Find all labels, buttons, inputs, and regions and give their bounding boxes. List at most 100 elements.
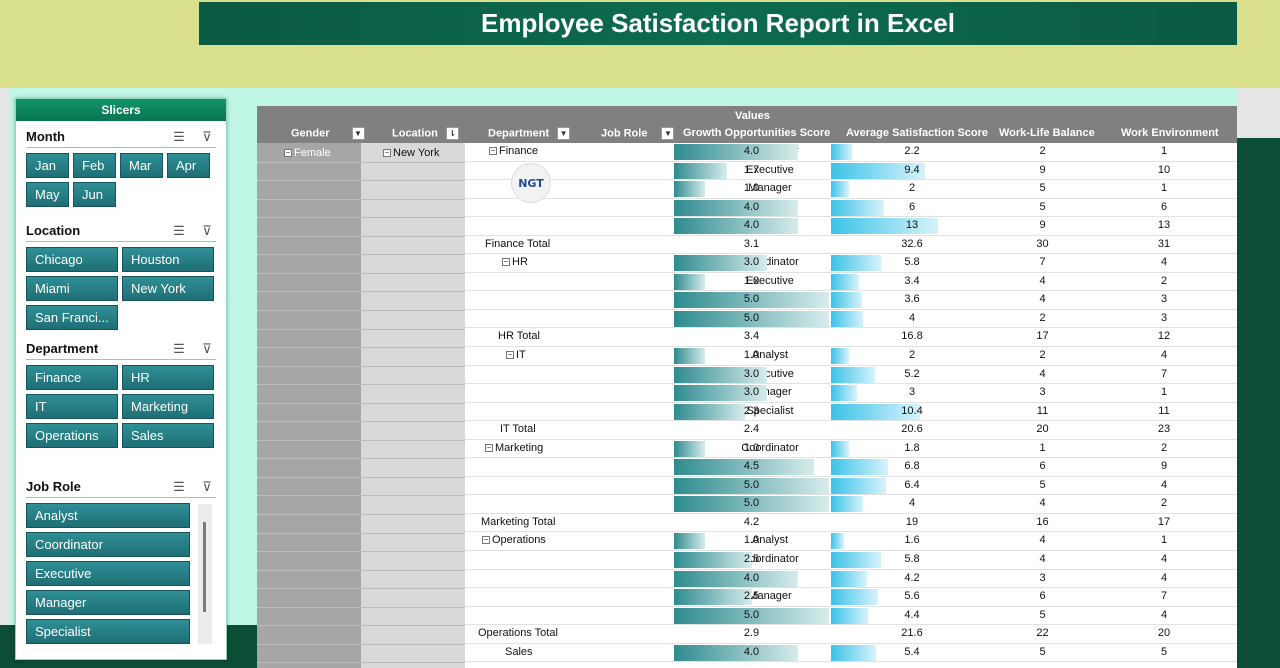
department-button-sales[interactable]: Sales: [122, 423, 214, 448]
environment-value[interactable]: 2: [1160, 274, 1168, 287]
satisfaction-value[interactable]: 21.6: [901, 627, 923, 640]
growth-value[interactable]: 3.0: [743, 367, 760, 380]
satisfaction-value[interactable]: 3.4: [904, 274, 920, 287]
month-button-jun[interactable]: Jun: [73, 182, 116, 207]
satisfaction-value[interactable]: 16.8: [901, 330, 923, 343]
environment-value[interactable]: 7: [1160, 590, 1168, 603]
gender-filter-dropdown[interactable]: ▼: [351, 127, 365, 140]
growth-value[interactable]: 4.0: [743, 200, 760, 213]
multi-select-icon[interactable]: ☰: [173, 340, 185, 356]
environment-value[interactable]: 4: [1160, 571, 1168, 584]
growth-value[interactable]: 4.0: [743, 219, 760, 232]
environment-value[interactable]: 2: [1160, 441, 1168, 454]
job-role-button-specialist[interactable]: Specialist: [26, 619, 190, 644]
satisfaction-value[interactable]: 3.6: [904, 293, 920, 306]
growth-value[interactable]: 2.5: [743, 553, 760, 566]
department-cell[interactable]: − IT: [506, 349, 526, 361]
department-cell[interactable]: − HR: [502, 256, 528, 268]
satisfaction-value[interactable]: 4: [908, 497, 916, 510]
satisfaction-value[interactable]: 13: [905, 219, 919, 232]
satisfaction-value[interactable]: 6: [908, 200, 916, 213]
environment-value[interactable]: 1: [1160, 145, 1168, 157]
work-life-value[interactable]: 5: [1039, 645, 1046, 658]
environment-value[interactable]: 4: [1160, 478, 1168, 491]
job-role-scrollbar[interactable]: [198, 504, 212, 644]
growth-value[interactable]: 2.3: [743, 404, 760, 417]
satisfaction-value[interactable]: 19: [905, 515, 919, 528]
growth-value[interactable]: 4.0: [743, 571, 760, 584]
growth-value[interactable]: 5.0: [743, 293, 760, 306]
growth-value[interactable]: 5.0: [743, 608, 760, 621]
growth-value[interactable]: 1.0: [743, 441, 760, 454]
environment-value[interactable]: 10: [1157, 163, 1171, 176]
growth-value[interactable]: 1.0: [743, 182, 760, 195]
environment-value[interactable]: 2: [1160, 497, 1168, 510]
department-cell[interactable]: − Finance: [489, 145, 538, 157]
clear-filter-icon[interactable]: ⊽: [202, 340, 212, 356]
multi-select-icon[interactable]: ☰: [173, 478, 185, 494]
work-life-value[interactable]: 17: [1036, 330, 1049, 343]
satisfaction-value[interactable]: 3: [908, 386, 916, 399]
environment-value[interactable]: 1: [1160, 182, 1168, 195]
satisfaction-value[interactable]: 2: [908, 182, 916, 195]
clear-filter-icon[interactable]: ⊽: [202, 222, 212, 238]
work-life-value[interactable]: 22: [1036, 627, 1049, 640]
work-life-value[interactable]: 3: [1039, 571, 1046, 584]
work-life-value[interactable]: 4: [1039, 293, 1046, 306]
growth-value[interactable]: 3.0: [743, 256, 760, 269]
location-cell[interactable]: − New York: [383, 147, 439, 159]
multi-select-icon[interactable]: ☰: [173, 128, 185, 144]
growth-value[interactable]: 4.0: [743, 645, 760, 658]
environment-value[interactable]: 3: [1160, 311, 1168, 324]
growth-value[interactable]: 1.0: [743, 534, 760, 547]
department-button-hr[interactable]: HR: [122, 365, 214, 390]
satisfaction-value[interactable]: 10.4: [901, 404, 923, 417]
month-button-apr[interactable]: Apr: [167, 153, 210, 178]
location-filter-dropdown[interactable]: ⇂: [445, 127, 459, 140]
department-cell[interactable]: − Operations: [482, 534, 546, 546]
environment-value[interactable]: 13: [1157, 219, 1171, 232]
work-life-value[interactable]: 4: [1039, 553, 1046, 566]
growth-value[interactable]: 2.4: [743, 423, 760, 436]
work-life-value[interactable]: 5: [1039, 200, 1046, 213]
environment-value[interactable]: 6: [1160, 200, 1168, 213]
satisfaction-value[interactable]: 1.6: [904, 534, 920, 547]
work-life-value[interactable]: 5: [1039, 182, 1046, 195]
work-life-value[interactable]: 7: [1039, 256, 1046, 269]
location-button-houston[interactable]: Houston: [122, 247, 214, 272]
department-cell[interactable]: − Marketing: [485, 442, 543, 454]
satisfaction-value[interactable]: 2.2: [904, 145, 920, 157]
growth-value[interactable]: 4.5: [743, 460, 760, 473]
work-life-value[interactable]: 3: [1039, 386, 1046, 399]
satisfaction-value[interactable]: 1.8: [904, 441, 920, 454]
department-button-it[interactable]: IT: [26, 394, 118, 419]
environment-value[interactable]: 4: [1160, 553, 1168, 566]
gender-cell[interactable]: − Female: [284, 147, 331, 159]
satisfaction-value[interactable]: 6.8: [904, 460, 920, 473]
work-life-value[interactable]: 5: [1039, 608, 1046, 621]
work-life-value[interactable]: 9: [1039, 219, 1046, 232]
job-role-cell[interactable]: Coordinator: [741, 553, 799, 566]
department-cell[interactable]: Operations Total: [478, 627, 558, 639]
department-filter-dropdown[interactable]: ▼: [557, 127, 571, 140]
satisfaction-value[interactable]: 20.6: [901, 423, 923, 436]
growth-value[interactable]: 2.9: [743, 627, 760, 640]
satisfaction-value[interactable]: 4.4: [904, 608, 920, 621]
collapse-icon[interactable]: −: [489, 146, 497, 155]
work-life-value[interactable]: 6: [1039, 590, 1046, 603]
growth-value[interactable]: 1.7: [743, 163, 760, 176]
department-cell[interactable]: Sales: [505, 646, 533, 658]
job-role-filter-dropdown[interactable]: ▼: [661, 127, 675, 140]
environment-value[interactable]: 1: [1160, 386, 1168, 399]
work-life-value[interactable]: 5: [1039, 478, 1046, 491]
collapse-icon[interactable]: −: [284, 148, 292, 157]
work-life-value[interactable]: 2: [1039, 311, 1046, 324]
job-role-button-analyst[interactable]: Analyst: [26, 503, 190, 528]
job-role-cell[interactable]: Manager: [748, 590, 792, 603]
job-role-cell[interactable]: Analyst: [751, 349, 789, 362]
satisfaction-value[interactable]: 4.2: [904, 571, 920, 584]
month-button-mar[interactable]: Mar: [120, 153, 163, 178]
environment-value[interactable]: 7: [1160, 367, 1168, 380]
work-life-value[interactable]: 16: [1036, 515, 1049, 528]
collapse-icon[interactable]: −: [383, 148, 391, 157]
